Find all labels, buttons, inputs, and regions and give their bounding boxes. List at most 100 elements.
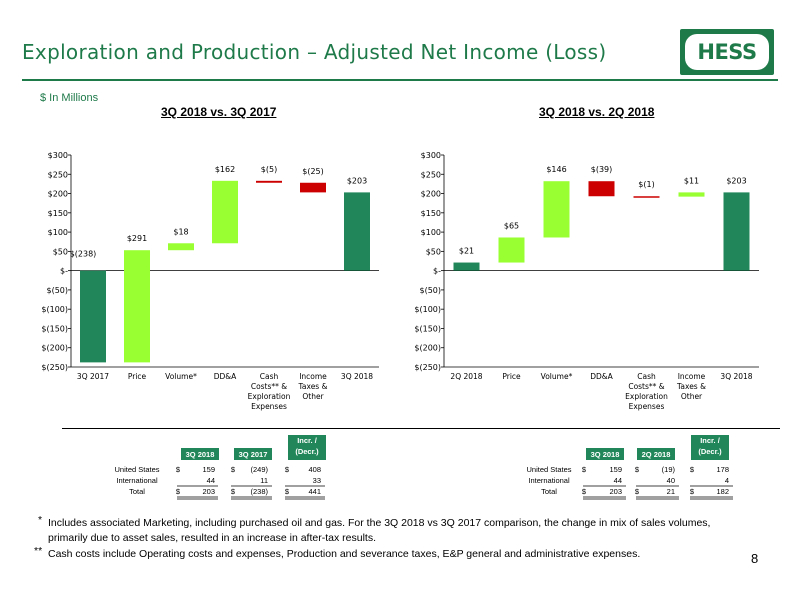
x-tick-label: Taxes & xyxy=(298,382,328,391)
table-header-box xyxy=(586,448,624,460)
data-label-7: $203 xyxy=(347,176,367,185)
table-separator xyxy=(62,428,780,429)
table-cell-value: 178 xyxy=(716,465,729,474)
bar-7 xyxy=(723,192,750,271)
data-label-3: $146 xyxy=(546,165,566,174)
x-tick-label: 3Q 2018 xyxy=(341,372,373,381)
chart-1-title: 3Q 2018 vs. 3Q 2017 xyxy=(161,105,277,119)
x-tick-label: 3Q 2017 xyxy=(77,372,109,381)
data-label-2: $291 xyxy=(127,234,147,243)
x-tick-label: DD&A xyxy=(214,372,237,381)
table-cell-value: 182 xyxy=(716,487,729,496)
y-tick-label: $300 xyxy=(421,151,441,160)
x-tick-label: Income xyxy=(299,372,327,381)
y-tick-label: $(150) xyxy=(414,324,441,333)
table-header-box xyxy=(637,448,675,460)
table-cell-currency: $ xyxy=(176,487,181,496)
table-cell-value: 159 xyxy=(609,465,622,474)
bar-1 xyxy=(80,270,106,363)
table-cell-value: 44 xyxy=(207,476,215,485)
x-tick-label: Other xyxy=(681,392,703,401)
y-tick-label: $50 xyxy=(53,247,68,256)
bar-6 xyxy=(300,182,326,193)
table-cell-currency: $ xyxy=(285,465,290,474)
table-cell-value: 203 xyxy=(202,487,215,496)
y-tick-label: $(200) xyxy=(414,344,441,353)
y-tick-label: $200 xyxy=(48,190,68,199)
y-tick-label: $(100) xyxy=(414,305,441,314)
y-tick-label: $- xyxy=(60,267,68,276)
footnote-1-mark: * xyxy=(38,514,43,526)
y-tick-label: $150 xyxy=(48,209,68,218)
y-tick-label: $(50) xyxy=(46,286,68,295)
bar-2 xyxy=(498,237,525,263)
data-label-5: $(1) xyxy=(638,180,654,189)
y-tick-label: $150 xyxy=(421,209,441,218)
table-header: (Decr.) xyxy=(698,447,722,456)
table-cell-value: 21 xyxy=(667,487,675,496)
data-label-3: $18 xyxy=(173,227,188,236)
table-header: Incr. / xyxy=(700,436,721,445)
x-tick-label: Exploration xyxy=(248,392,291,401)
table-cell-currency: $ xyxy=(635,487,640,496)
footnote-2-mark: ** xyxy=(34,545,43,557)
table-header-box xyxy=(181,448,219,460)
table-header-box xyxy=(234,448,272,460)
table-cell-value: 33 xyxy=(313,476,321,485)
y-tick-label: $100 xyxy=(421,228,441,237)
table-cell-value: 40 xyxy=(667,476,675,485)
table-header: 3Q 2018 xyxy=(186,450,215,459)
y-tick-label: $200 xyxy=(421,190,441,199)
x-tick-label: Income xyxy=(678,372,706,381)
y-tick-label: $50 xyxy=(426,247,441,256)
hess-logo: HESS xyxy=(680,29,774,75)
table-header-box xyxy=(288,435,326,460)
x-tick-label: 2Q 2018 xyxy=(450,372,482,381)
table-cell-value: 159 xyxy=(202,465,215,474)
x-tick-label: Costs** & xyxy=(251,382,287,391)
y-tick-label: $250 xyxy=(421,170,441,179)
x-tick-label: Exploration xyxy=(625,392,668,401)
x-tick-label: Volume* xyxy=(165,372,197,381)
x-tick-label: Other xyxy=(302,392,324,401)
table-cell-value: 203 xyxy=(609,487,622,496)
bar-5 xyxy=(633,196,660,198)
table-header: (Decr.) xyxy=(295,447,319,456)
table-cell-currency: $ xyxy=(231,465,236,474)
data-label-5: $(5) xyxy=(261,165,277,174)
y-tick-label: $100 xyxy=(48,228,68,237)
bar-3 xyxy=(168,243,194,251)
table-header: 3Q 2017 xyxy=(239,450,268,459)
table-row-label: Total xyxy=(129,487,145,496)
table-header: Incr. / xyxy=(297,436,318,445)
logo-text: HESS xyxy=(685,34,769,70)
y-tick-label: $(150) xyxy=(41,324,68,333)
y-tick-label: $(50) xyxy=(419,286,441,295)
footnote-2: Cash costs include Operating costs and e… xyxy=(48,548,641,560)
x-tick-label: Expenses xyxy=(629,402,665,411)
data-label-4: $(39) xyxy=(591,165,613,174)
table-cell-value: 11 xyxy=(260,476,268,485)
x-tick-label: Cash xyxy=(260,372,279,381)
table-row-label: International xyxy=(116,476,158,485)
x-tick-label: Cash xyxy=(637,372,656,381)
data-label-1: $(238) xyxy=(70,250,97,259)
table-cell-value: (238) xyxy=(250,487,268,496)
y-tick-label: $(250) xyxy=(414,363,441,372)
table-cell-value: (249) xyxy=(250,465,268,474)
bar-6 xyxy=(678,192,705,197)
x-tick-label: Price xyxy=(128,372,147,381)
x-tick-label: 3Q 2018 xyxy=(720,372,752,381)
y-tick-label: $(250) xyxy=(41,363,68,372)
table-header: 3Q 2018 xyxy=(591,450,620,459)
bar-7 xyxy=(344,192,370,271)
y-tick-label: $(100) xyxy=(41,305,68,314)
bar-4 xyxy=(212,180,238,244)
units-label: $ In Millions xyxy=(40,92,99,104)
table-cell-value: 408 xyxy=(308,465,321,474)
x-tick-label: Expenses xyxy=(251,402,287,411)
table-row-label: United States xyxy=(526,465,571,474)
chart-2-title: 3Q 2018 vs. 2Q 2018 xyxy=(539,105,655,119)
x-tick-label: Taxes & xyxy=(676,382,706,391)
